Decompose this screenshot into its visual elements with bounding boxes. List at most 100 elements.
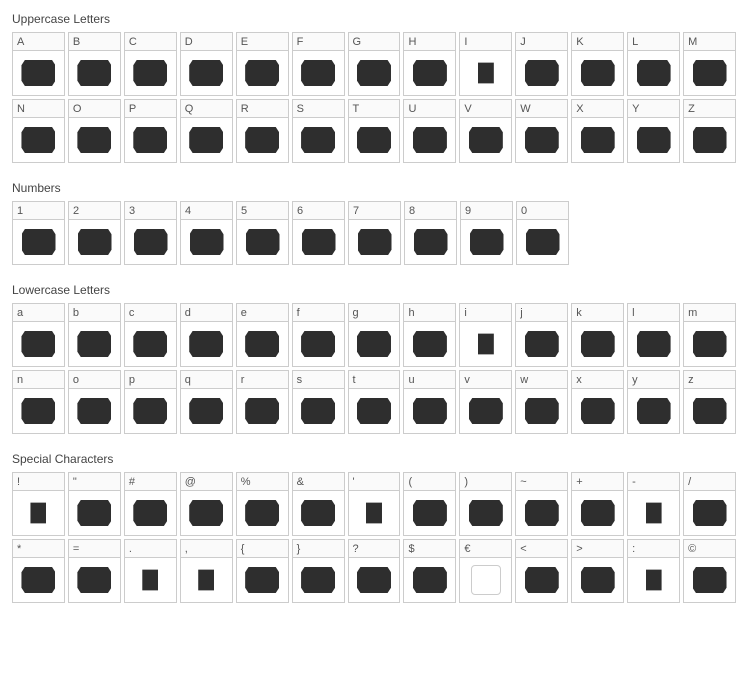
glyph-cell[interactable]: M — [683, 32, 736, 96]
glyph-cell[interactable]: 9 — [460, 201, 513, 265]
glyph-cell[interactable]: 2 — [68, 201, 121, 265]
glyph-cell[interactable]: ? — [348, 539, 401, 603]
glyph-cell-label: c — [125, 304, 176, 322]
glyph-cell[interactable]: @ — [180, 472, 233, 536]
glyph-cell[interactable]: Q — [180, 99, 233, 163]
glyph-cell[interactable]: T — [348, 99, 401, 163]
glyph-cell[interactable]: w — [515, 370, 568, 434]
glyph-cell[interactable]: a — [12, 303, 65, 367]
glyph-cell[interactable]: % — [236, 472, 289, 536]
glyph-cell[interactable]: P — [124, 99, 177, 163]
glyph-cell[interactable]: ! — [12, 472, 65, 536]
glyph-cell[interactable]: b — [68, 303, 121, 367]
glyph-cell[interactable]: W — [515, 99, 568, 163]
glyph-cell[interactable]: j — [515, 303, 568, 367]
glyph-cell[interactable]: v — [459, 370, 512, 434]
glyph-cell[interactable]: u — [403, 370, 456, 434]
glyph-cell[interactable]: f — [292, 303, 345, 367]
glyph-cell[interactable]: t — [348, 370, 401, 434]
glyph-cell[interactable]: ) — [459, 472, 512, 536]
glyph-cell[interactable]: 0 — [516, 201, 569, 265]
glyph-cell[interactable]: & — [292, 472, 345, 536]
glyph-shape — [413, 127, 447, 153]
glyph-cell[interactable]: / — [683, 472, 736, 536]
glyph-cell[interactable]: R — [236, 99, 289, 163]
glyph-cell[interactable]: # — [124, 472, 177, 536]
glyph-cell[interactable]: y — [627, 370, 680, 434]
glyph-cell[interactable]: d — [180, 303, 233, 367]
glyph-cell[interactable]: ~ — [515, 472, 568, 536]
glyph-cell[interactable]: 4 — [180, 201, 233, 265]
glyph-cell[interactable]: D — [180, 32, 233, 96]
glyph-cell-label: © — [684, 540, 735, 558]
glyph-shape — [413, 567, 447, 593]
glyph-cell[interactable]: $ — [403, 539, 456, 603]
glyph-cell[interactable]: : — [627, 539, 680, 603]
glyph-cell[interactable]: c — [124, 303, 177, 367]
glyph-cell[interactable]: s — [292, 370, 345, 434]
glyph-cell[interactable]: 6 — [292, 201, 345, 265]
glyph-cell[interactable]: " — [68, 472, 121, 536]
glyph-cell[interactable]: n — [12, 370, 65, 434]
glyph-shape — [646, 500, 662, 526]
glyph-cell[interactable]: p — [124, 370, 177, 434]
glyph-cell[interactable]: x — [571, 370, 624, 434]
glyph-cell-preview — [516, 118, 567, 162]
glyph-cell[interactable]: q — [180, 370, 233, 434]
glyph-cell-preview — [13, 51, 64, 95]
glyph-cell[interactable]: + — [571, 472, 624, 536]
glyph-cell[interactable]: O — [68, 99, 121, 163]
glyph-cell[interactable]: H — [403, 32, 456, 96]
glyph-cell[interactable]: e — [236, 303, 289, 367]
glyph-cell[interactable]: 3 — [124, 201, 177, 265]
glyph-shape — [366, 500, 382, 526]
glyph-cell-preview — [684, 322, 735, 366]
glyph-cell[interactable]: X — [571, 99, 624, 163]
glyph-cell-label: y — [628, 371, 679, 389]
glyph-cell[interactable]: - — [627, 472, 680, 536]
glyph-cell[interactable]: , — [180, 539, 233, 603]
glyph-cell[interactable]: ( — [403, 472, 456, 536]
glyph-cell-preview — [684, 389, 735, 433]
glyph-cell[interactable]: Y — [627, 99, 680, 163]
glyph-cell[interactable]: 8 — [404, 201, 457, 265]
glyph-cell[interactable]: J — [515, 32, 568, 96]
glyph-cell[interactable]: } — [292, 539, 345, 603]
glyph-cell[interactable]: k — [571, 303, 624, 367]
glyph-cell[interactable]: i — [459, 303, 512, 367]
glyph-cell[interactable]: * — [12, 539, 65, 603]
glyph-cell[interactable]: 1 — [12, 201, 65, 265]
glyph-cell[interactable]: z — [683, 370, 736, 434]
glyph-cell[interactable]: U — [403, 99, 456, 163]
glyph-cell[interactable]: 7 — [348, 201, 401, 265]
glyph-cell[interactable]: . — [124, 539, 177, 603]
glyph-cell[interactable]: h — [403, 303, 456, 367]
glyph-cell[interactable]: V — [459, 99, 512, 163]
glyph-cell[interactable]: m — [683, 303, 736, 367]
glyph-cell[interactable]: g — [348, 303, 401, 367]
glyph-cell[interactable]: { — [236, 539, 289, 603]
glyph-cell[interactable]: C — [124, 32, 177, 96]
glyph-cell[interactable]: l — [627, 303, 680, 367]
glyph-cell[interactable]: A — [12, 32, 65, 96]
glyph-cell[interactable]: B — [68, 32, 121, 96]
glyph-cell[interactable]: F — [292, 32, 345, 96]
glyph-cell[interactable]: G — [348, 32, 401, 96]
glyph-cell[interactable]: N — [12, 99, 65, 163]
glyph-cell[interactable]: I — [459, 32, 512, 96]
glyph-cell[interactable]: € — [459, 539, 512, 603]
glyph-shape — [142, 567, 158, 593]
glyph-cell[interactable]: = — [68, 539, 121, 603]
glyph-cell[interactable]: L — [627, 32, 680, 96]
glyph-cell[interactable]: Z — [683, 99, 736, 163]
glyph-cell[interactable]: E — [236, 32, 289, 96]
glyph-cell[interactable]: S — [292, 99, 345, 163]
glyph-cell[interactable]: K — [571, 32, 624, 96]
glyph-cell[interactable]: 5 — [236, 201, 289, 265]
glyph-cell[interactable]: o — [68, 370, 121, 434]
glyph-cell[interactable]: ' — [348, 472, 401, 536]
glyph-cell[interactable]: © — [683, 539, 736, 603]
glyph-cell[interactable]: > — [571, 539, 624, 603]
glyph-cell[interactable]: < — [515, 539, 568, 603]
glyph-cell[interactable]: r — [236, 370, 289, 434]
